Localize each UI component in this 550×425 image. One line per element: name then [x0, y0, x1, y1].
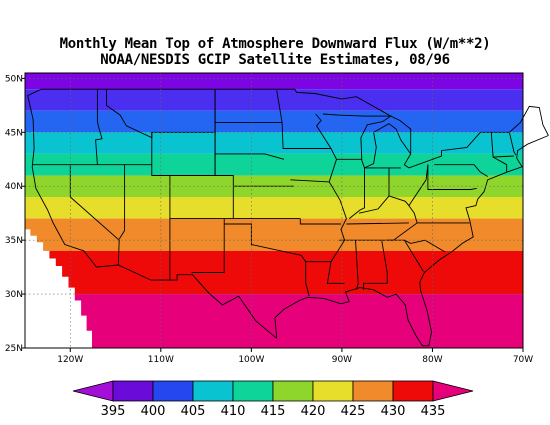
- colorbar-label: 405: [181, 404, 206, 419]
- state-border: [388, 164, 429, 207]
- lon-tick-label: 80W: [422, 355, 442, 365]
- colorbar-high-triangle: [432, 380, 474, 402]
- state-border: [427, 164, 477, 190]
- longitude-ticks: 120W 110W 100W 90W 80W 70W: [57, 348, 533, 365]
- state-border: [315, 113, 362, 160]
- state-border: [169, 89, 234, 220]
- state-border: [359, 195, 390, 214]
- state-border: [404, 239, 446, 253]
- lat-tick-label: 40N: [5, 182, 23, 192]
- state-border: [408, 205, 418, 224]
- title-line-1: Monthly Mean Top of Atmosphere Downward …: [59, 36, 491, 52]
- mexico-border: [96, 264, 277, 339]
- colorbar-segment: [392, 380, 434, 402]
- title-line-2: NOAA/NESDIS GCIP Satellite Estimates, 08…: [100, 52, 450, 68]
- colorbar-segment: [352, 380, 394, 402]
- flux-bands: [25, 73, 523, 348]
- colorbar-segment: [272, 380, 314, 402]
- state-border: [106, 89, 216, 139]
- colorbar-label: 410: [221, 404, 246, 419]
- latitude-ticks: 25N 30N 35N 40N 45N 50N: [5, 74, 25, 354]
- lon-tick-label: 120W: [57, 355, 83, 365]
- state-borders: [27, 88, 549, 347]
- no-data-area: [25, 229, 92, 348]
- colorbar-label: 430: [381, 404, 406, 419]
- lon-tick-label: 100W: [238, 355, 264, 365]
- flux-band: [25, 294, 523, 348]
- state-border: [328, 159, 337, 183]
- lon-tick-label: 90W: [332, 355, 352, 365]
- colorbar-segment: [152, 380, 194, 402]
- state-border: [290, 179, 347, 284]
- state-border: [300, 255, 310, 297]
- lat-tick-label: 25N: [5, 344, 23, 354]
- state-border: [191, 218, 225, 273]
- colorbar-low-triangle: [72, 380, 114, 402]
- east-coast: [274, 135, 549, 347]
- flux-band: [25, 132, 523, 154]
- flux-band: [25, 153, 523, 176]
- flux-band: [25, 197, 523, 219]
- colorbar-segment: [312, 380, 354, 402]
- lon-tick-label: 110W: [148, 355, 174, 365]
- state-border: [95, 89, 103, 165]
- colorbar-segment: [192, 380, 234, 402]
- colorbar-label: 395: [101, 404, 126, 419]
- no-data-region: [25, 229, 92, 348]
- map-frame: [24, 72, 524, 349]
- colorbar-segment: [232, 380, 274, 402]
- flux-band: [25, 218, 523, 251]
- state-border: [348, 167, 365, 219]
- colorbar-label: 420: [301, 404, 326, 419]
- state-border: [355, 240, 359, 290]
- state-border: [118, 164, 126, 240]
- colorbar-label: 425: [341, 404, 366, 419]
- state-border: [69, 164, 120, 266]
- state-border: [493, 155, 514, 158]
- colorbar-label: 400: [141, 404, 166, 419]
- flux-band: [25, 110, 523, 133]
- colorbar-label: 435: [421, 404, 446, 419]
- west-coast: [27, 88, 97, 268]
- state-border: [363, 240, 388, 290]
- lat-tick-label: 45N: [5, 128, 23, 138]
- colorbar: 395 400 405 410 415 420 425 430 435: [72, 380, 474, 419]
- state-border: [434, 164, 488, 177]
- flux-band: [25, 250, 523, 295]
- great-lakes: [322, 113, 412, 169]
- state-border: [387, 239, 424, 272]
- colorbar-segment: [112, 380, 154, 402]
- lat-tick-label: 35N: [5, 236, 23, 246]
- state-border: [299, 218, 341, 225]
- state-border: [346, 222, 409, 225]
- lat-tick-label: 50N: [5, 74, 23, 84]
- state-border: [490, 132, 508, 173]
- state-border: [276, 90, 331, 149]
- flux-band: [25, 89, 523, 111]
- state-border: [215, 153, 285, 160]
- lon-tick-label: 70W: [513, 355, 533, 365]
- flux-band: [25, 73, 523, 90]
- canada-border: [41, 88, 549, 169]
- state-border: [508, 132, 517, 156]
- colorbar-label: 415: [261, 404, 286, 419]
- lat-tick-label: 30N: [5, 290, 23, 300]
